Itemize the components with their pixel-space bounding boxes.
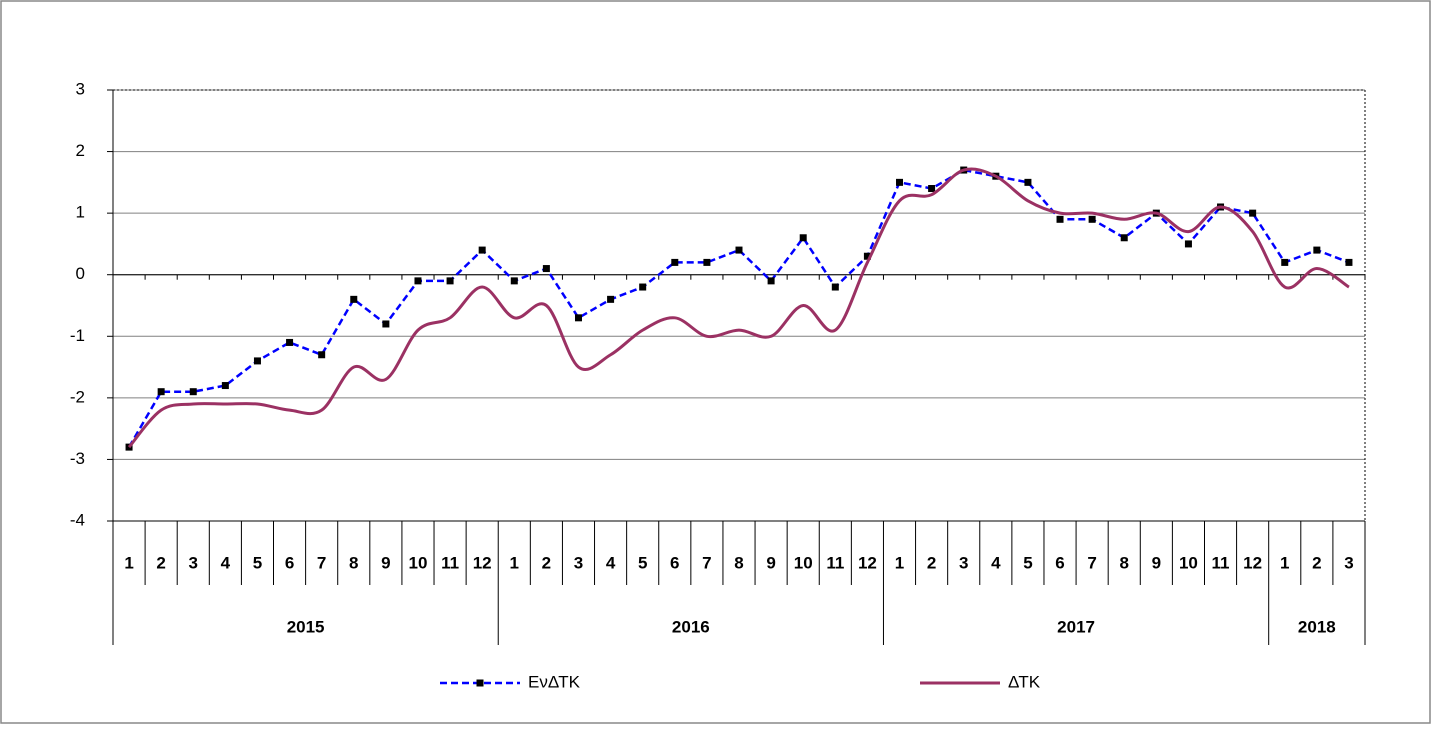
y-tick-label: 3 xyxy=(76,79,85,98)
series-marker xyxy=(928,185,936,193)
y-tick-label: 1 xyxy=(76,203,85,222)
series-line xyxy=(127,167,1350,449)
series-marker xyxy=(574,314,582,322)
series-marker xyxy=(639,283,647,291)
series-marker xyxy=(221,382,229,390)
x-tick-label: 6 xyxy=(670,553,679,572)
series-marker xyxy=(1088,215,1096,223)
x-tick-label: 8 xyxy=(734,553,743,572)
y-tick-label: -1 xyxy=(70,326,85,345)
x-tick-label: 4 xyxy=(606,553,616,572)
legend-label: ΕνΔΤΚ xyxy=(528,672,581,691)
x-tick-label: 6 xyxy=(285,553,294,572)
x-tick-label: 2 xyxy=(927,553,936,572)
x-tick-label: 7 xyxy=(1087,553,1096,572)
year-label: 2015 xyxy=(287,617,325,636)
series-marker xyxy=(542,265,550,273)
year-label: 2017 xyxy=(1057,617,1095,636)
series-marker xyxy=(350,295,358,303)
series-marker xyxy=(318,351,326,359)
series-marker xyxy=(863,252,871,260)
year-label: 2018 xyxy=(1298,617,1336,636)
series-marker xyxy=(896,178,904,186)
series-marker xyxy=(286,338,294,346)
series-marker xyxy=(1281,258,1289,266)
series-marker xyxy=(1056,215,1064,223)
series-marker xyxy=(671,258,679,266)
x-tick-label: 8 xyxy=(1119,553,1128,572)
series-marker xyxy=(767,277,775,285)
x-tick-label: 3 xyxy=(959,553,968,572)
x-tick-label: 5 xyxy=(638,553,647,572)
x-tick-label: 11 xyxy=(826,553,844,572)
x-tick-label: 7 xyxy=(702,553,711,572)
y-tick-label: 2 xyxy=(76,141,85,160)
x-tick-label: 9 xyxy=(1152,553,1161,572)
series-marker xyxy=(478,246,486,254)
x-tick-label: 8 xyxy=(349,553,358,572)
legend-marker xyxy=(476,679,484,687)
y-tick-label: -3 xyxy=(70,449,85,468)
series-marker xyxy=(189,388,197,396)
series-marker xyxy=(510,277,518,285)
x-tick-label: 11 xyxy=(441,553,459,572)
x-tick-label: 4 xyxy=(221,553,231,572)
x-tick-label: 12 xyxy=(1243,553,1262,572)
series-marker xyxy=(157,388,165,396)
x-tick-label: 1 xyxy=(895,553,904,572)
series-marker xyxy=(253,357,261,365)
x-tick-label: 3 xyxy=(189,553,198,572)
series-marker xyxy=(607,295,615,303)
x-tick-label: 10 xyxy=(1179,553,1198,572)
x-tick-label: 1 xyxy=(124,553,133,572)
x-tick-label: 5 xyxy=(253,553,262,572)
x-tick-label: 6 xyxy=(1055,553,1064,572)
series-marker xyxy=(1313,246,1321,254)
year-label: 2016 xyxy=(672,617,710,636)
series-marker xyxy=(1249,209,1257,217)
x-tick-label: 1 xyxy=(510,553,519,572)
series-marker xyxy=(1184,240,1192,248)
series-marker xyxy=(799,234,807,242)
x-tick-label: 2 xyxy=(542,553,551,572)
y-tick-label: -4 xyxy=(70,510,85,529)
x-tick-label: 3 xyxy=(1344,553,1353,572)
series-marker xyxy=(1345,258,1353,266)
series-marker xyxy=(735,246,743,254)
series-marker xyxy=(382,320,390,328)
x-tick-label: 2 xyxy=(156,553,165,572)
series-marker xyxy=(831,283,839,291)
x-tick-label: 9 xyxy=(766,553,775,572)
x-tick-label: 5 xyxy=(1023,553,1032,572)
x-tick-label: 3 xyxy=(574,553,583,572)
x-tick-label: 11 xyxy=(1212,553,1230,572)
x-tick-label: 1 xyxy=(1280,553,1289,572)
series-marker xyxy=(1120,234,1128,242)
x-tick-label: 10 xyxy=(794,553,813,572)
x-tick-label: 7 xyxy=(317,553,326,572)
y-tick-label: 0 xyxy=(76,264,85,283)
x-tick-label: 2 xyxy=(1312,553,1321,572)
y-tick-label: -2 xyxy=(70,387,85,406)
legend-label: ΔΤΚ xyxy=(1008,672,1041,691)
series-line xyxy=(127,168,1350,448)
series-marker xyxy=(1024,178,1032,186)
x-tick-label: 4 xyxy=(991,553,1001,572)
x-tick-label: 12 xyxy=(473,553,492,572)
series-marker xyxy=(414,277,422,285)
x-tick-label: 12 xyxy=(858,553,877,572)
series-marker xyxy=(703,258,711,266)
x-tick-label: 9 xyxy=(381,553,390,572)
series-marker xyxy=(446,277,454,285)
x-tick-label: 10 xyxy=(409,553,428,572)
